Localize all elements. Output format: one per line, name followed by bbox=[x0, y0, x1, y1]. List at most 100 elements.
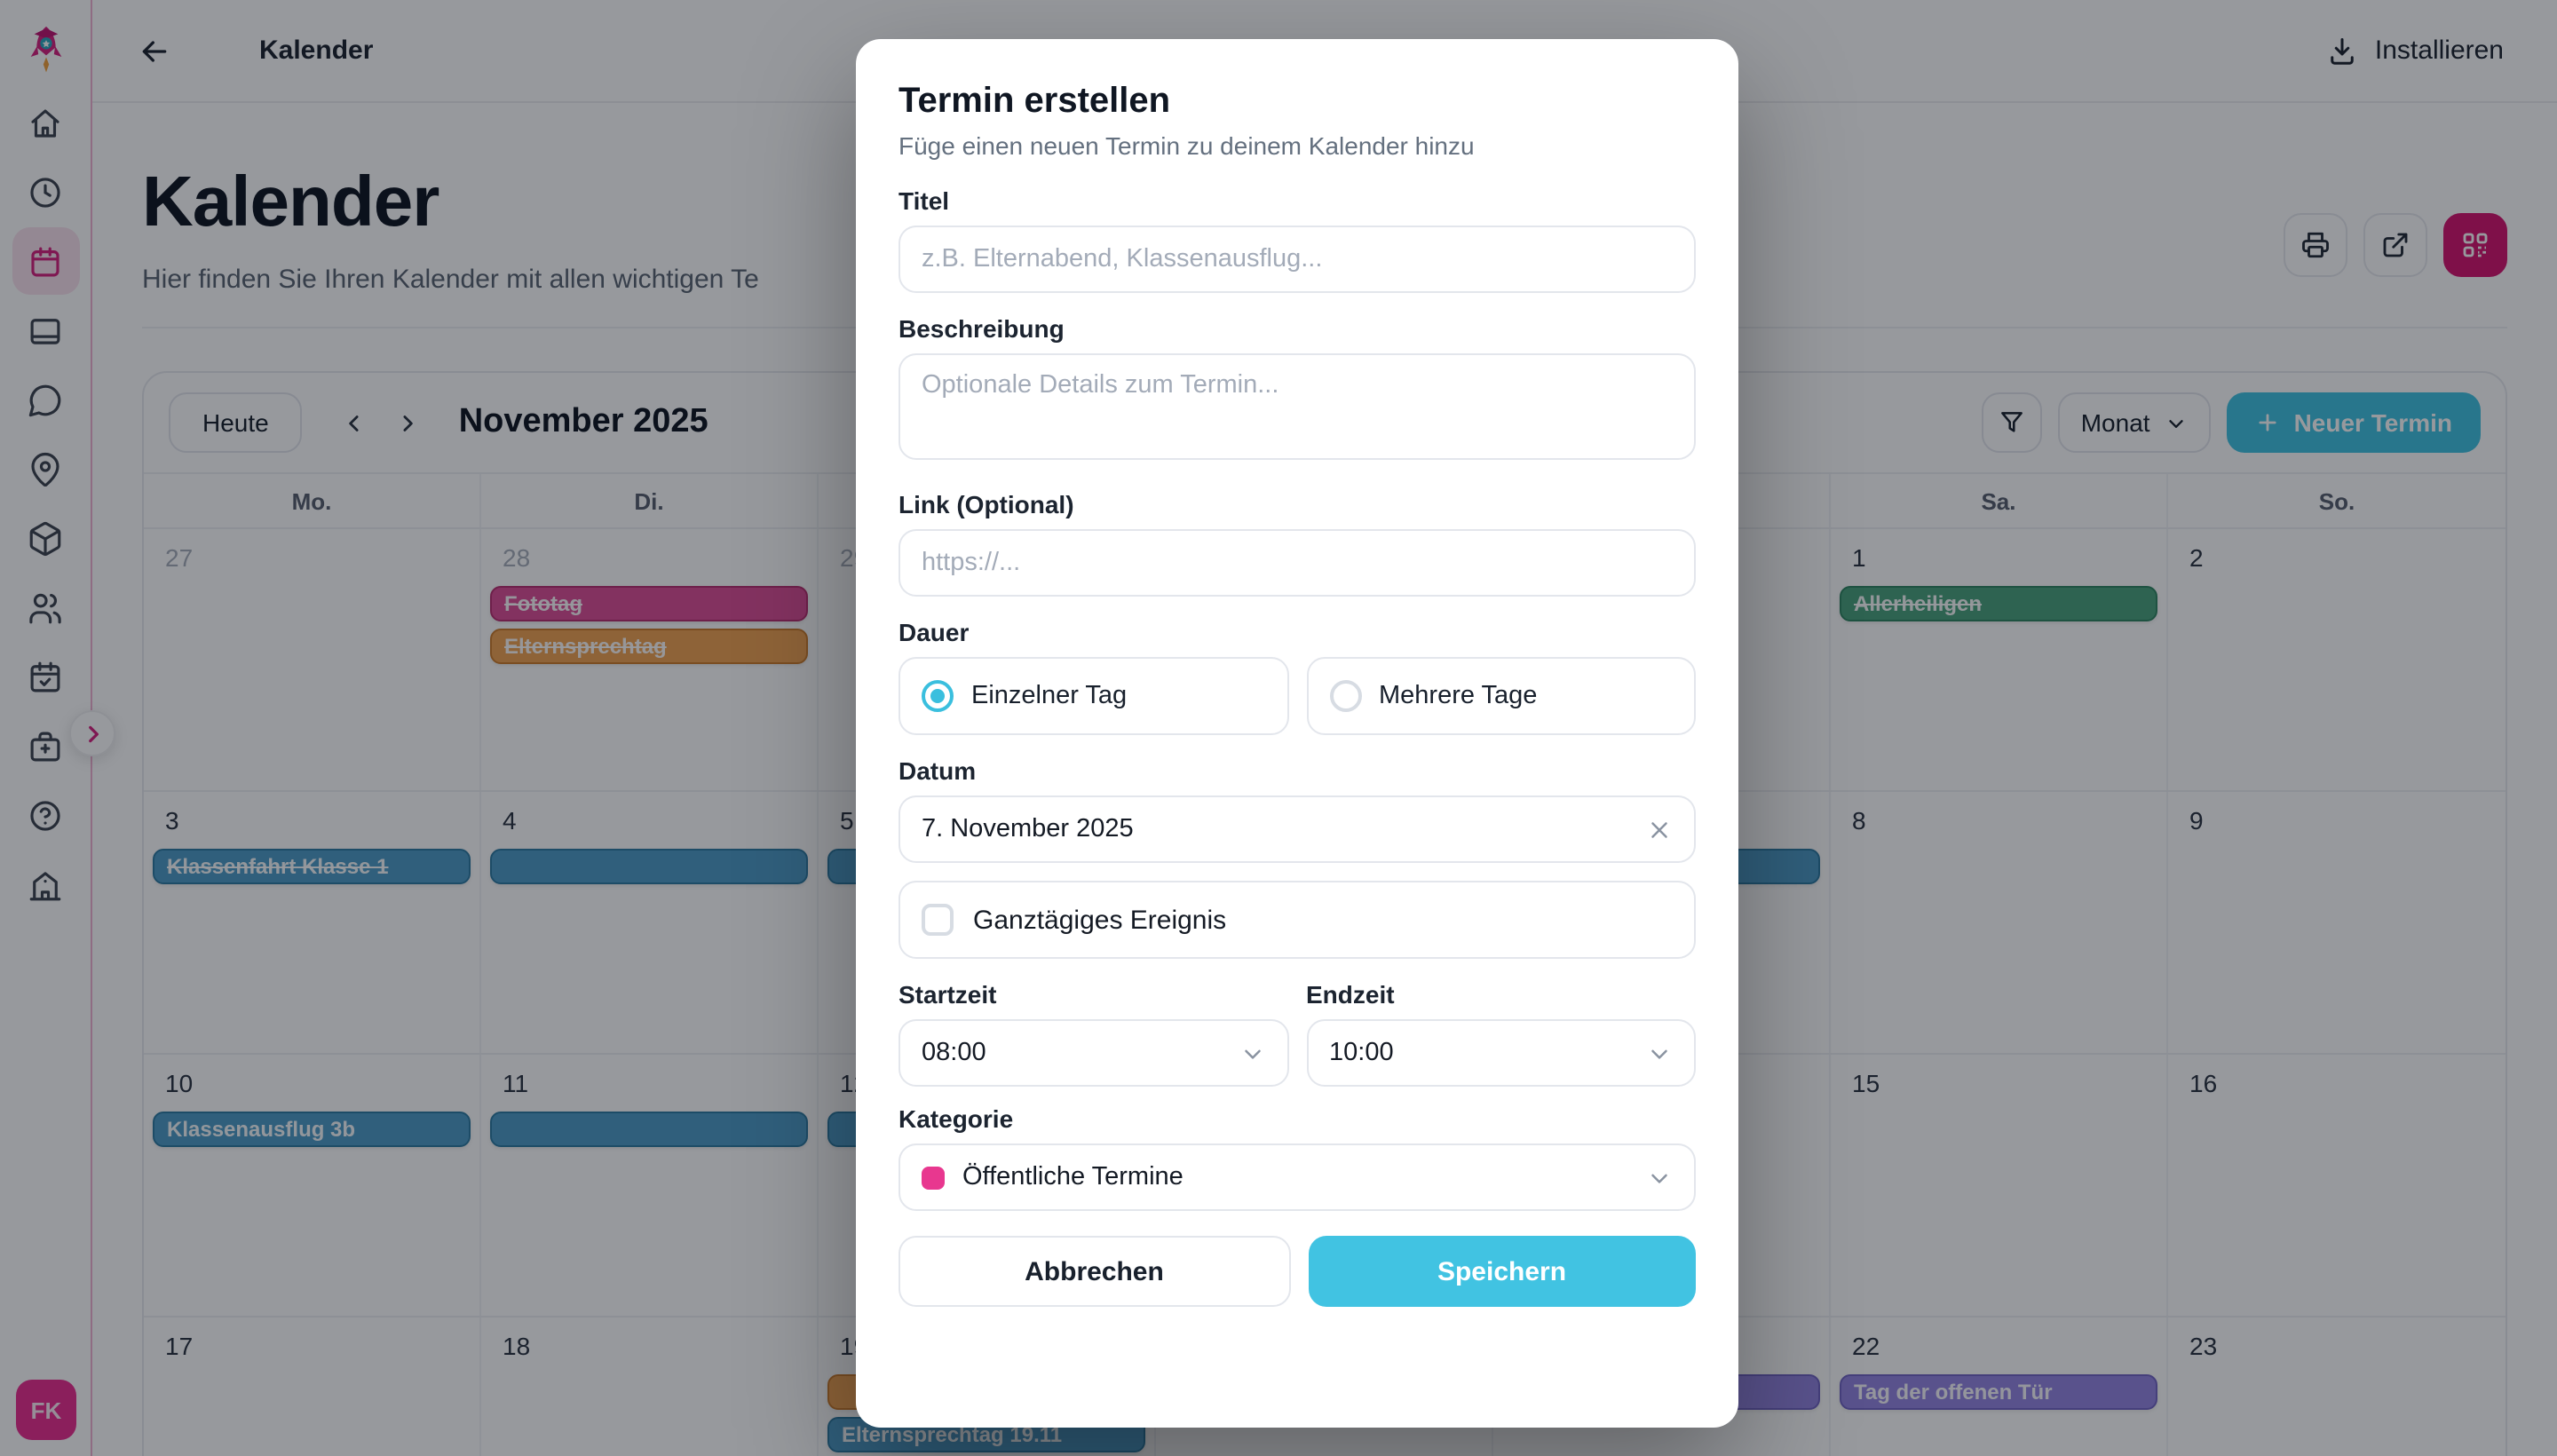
building-plus-icon[interactable] bbox=[26, 726, 65, 765]
sidebar-expand-button[interactable] bbox=[69, 710, 115, 756]
filter-icon bbox=[2000, 412, 2023, 432]
title-label: Titel bbox=[899, 186, 950, 215]
calendar-icon[interactable] bbox=[12, 227, 79, 295]
page-title: Kalender bbox=[142, 163, 439, 241]
home-icon[interactable] bbox=[26, 103, 65, 142]
clear-date-icon[interactable] bbox=[1646, 816, 1673, 843]
start-time-select[interactable]: 08:00 bbox=[899, 1019, 1288, 1087]
filter-button[interactable] bbox=[1981, 392, 2042, 453]
title-input[interactable] bbox=[899, 226, 1696, 293]
day-number: 27 bbox=[165, 543, 194, 572]
calendar-day-cell[interactable]: 4 bbox=[481, 792, 819, 1053]
cancel-button[interactable]: Abbrechen bbox=[899, 1236, 1290, 1307]
single-day-option[interactable]: Einzelner Tag bbox=[899, 657, 1288, 735]
day-number: 22 bbox=[1852, 1332, 1880, 1360]
school-icon[interactable] bbox=[26, 865, 65, 904]
calendar-event[interactable] bbox=[490, 849, 808, 884]
modal-subtitle: Füge einen neuen Termin zu deinem Kalend… bbox=[899, 131, 1475, 160]
install-button[interactable]: Installieren bbox=[2327, 35, 2504, 67]
book-icon[interactable] bbox=[26, 311, 65, 350]
day-number: 11 bbox=[503, 1069, 529, 1097]
day-number: 9 bbox=[2189, 806, 2204, 835]
description-label: Beschreibung bbox=[899, 314, 1065, 343]
description-input[interactable] bbox=[899, 353, 1696, 460]
new-event-button[interactable]: Neuer Termin bbox=[2226, 392, 2481, 453]
calendar-day-cell[interactable]: 23 bbox=[2168, 1318, 2506, 1456]
printer-icon bbox=[2302, 232, 2329, 258]
chat-icon[interactable] bbox=[26, 380, 65, 419]
day-number: 16 bbox=[2189, 1069, 2218, 1097]
day-number: 10 bbox=[165, 1069, 194, 1097]
day-number: 8 bbox=[1852, 806, 1866, 835]
calendar-day-cell[interactable]: 9 bbox=[2168, 792, 2506, 1053]
calendar-day-cell[interactable]: 27 bbox=[144, 529, 481, 790]
chevron-down-icon bbox=[2168, 419, 2183, 427]
category-color-dot bbox=[922, 1166, 945, 1189]
topbar-title: Kalender bbox=[259, 36, 374, 66]
day-header: So. bbox=[2318, 487, 2355, 514]
day-number: 28 bbox=[503, 543, 531, 572]
radio-selected-icon bbox=[922, 680, 954, 712]
clock-icon[interactable] bbox=[26, 172, 65, 211]
day-number: 1 bbox=[1852, 543, 1866, 572]
today-button[interactable]: Heute bbox=[169, 392, 303, 453]
day-header: Mo. bbox=[144, 474, 481, 527]
duration-label: Dauer bbox=[899, 618, 970, 646]
user-avatar[interactable]: FK bbox=[16, 1380, 76, 1440]
back-arrow-icon[interactable] bbox=[131, 28, 178, 74]
users-icon[interactable] bbox=[26, 588, 65, 627]
calendar-day-cell[interactable]: 28 Fototag Elternsprechtag bbox=[481, 529, 819, 790]
calendar-day-cell[interactable]: 15 bbox=[1831, 1055, 2168, 1316]
category-select[interactable]: Öffentliche Termine bbox=[899, 1143, 1696, 1211]
multi-day-option[interactable]: Mehrere Tage bbox=[1306, 657, 1696, 735]
next-month-button[interactable] bbox=[381, 396, 434, 449]
calendar-day-cell[interactable]: 3 Klassenfahrt Klasse 1 bbox=[144, 792, 481, 1053]
save-button[interactable]: Speichern bbox=[1308, 1236, 1696, 1307]
calendar-event[interactable]: Tag der offenen Tür bbox=[1840, 1374, 2157, 1410]
calendar-event[interactable]: Fototag bbox=[490, 586, 808, 621]
category-label: Kategorie bbox=[899, 1104, 1014, 1133]
qr-code-button[interactable] bbox=[2443, 213, 2507, 277]
calendar-event[interactable] bbox=[490, 1112, 808, 1147]
calendar-check-icon[interactable] bbox=[26, 657, 65, 696]
calendar-event[interactable]: Klassenausflug 3b bbox=[153, 1112, 471, 1147]
day-number: 4 bbox=[503, 806, 517, 835]
plus-icon bbox=[2258, 414, 2276, 431]
calendar-day-cell[interactable]: 22 Tag der offenen Tür bbox=[1831, 1318, 2168, 1456]
help-icon[interactable] bbox=[26, 795, 65, 835]
calendar-event[interactable]: Elternsprechtag bbox=[490, 629, 808, 664]
calendar-day-cell[interactable]: 18 bbox=[481, 1318, 819, 1456]
calendar-day-cell[interactable]: 10 Klassenausflug 3b bbox=[144, 1055, 481, 1316]
calendar-day-cell[interactable]: 17 bbox=[144, 1318, 481, 1456]
radio-unselected-icon bbox=[1329, 680, 1361, 712]
open-external-button[interactable] bbox=[2363, 213, 2427, 277]
calendar-day-cell[interactable]: 11 bbox=[481, 1055, 819, 1316]
day-header: Sa. bbox=[1831, 474, 2168, 527]
calendar-day-cell[interactable]: 2 bbox=[2168, 529, 2506, 790]
print-button[interactable] bbox=[2284, 213, 2347, 277]
chevron-down-icon bbox=[1244, 1048, 1260, 1058]
prev-month-button[interactable] bbox=[328, 396, 381, 449]
package-icon[interactable] bbox=[26, 518, 65, 558]
view-select[interactable]: Monat bbox=[2057, 392, 2211, 453]
calendar-day-cell[interactable]: 8 bbox=[1831, 792, 2168, 1053]
calendar-day-cell[interactable]: 16 bbox=[2168, 1055, 2506, 1316]
chevron-down-icon bbox=[1651, 1048, 1667, 1058]
modal-title: Termin erstellen bbox=[899, 82, 1171, 121]
day-header: Di. bbox=[481, 474, 819, 527]
end-time-select[interactable]: 10:00 bbox=[1306, 1019, 1696, 1087]
calendar-event[interactable]: Allerheiligen bbox=[1840, 586, 2157, 621]
map-pin-icon[interactable] bbox=[26, 449, 65, 488]
link-input[interactable] bbox=[899, 529, 1696, 597]
calendar-month-title: November 2025 bbox=[458, 403, 709, 440]
start-time-label: Startzeit bbox=[899, 980, 997, 1009]
external-link-icon bbox=[2383, 233, 2408, 257]
day-number: 23 bbox=[2189, 1332, 2218, 1360]
date-field[interactable]: 7. November 2025 bbox=[899, 795, 1696, 863]
calendar-event[interactable]: Klassenfahrt Klasse 1 bbox=[153, 849, 471, 884]
calendar-day-cell[interactable]: 1 Allerheiligen bbox=[1831, 529, 2168, 790]
day-number: 17 bbox=[165, 1332, 194, 1360]
end-time-label: Endzeit bbox=[1306, 980, 1395, 1009]
all-day-option[interactable]: Ganztägiges Ereignis bbox=[899, 881, 1696, 959]
